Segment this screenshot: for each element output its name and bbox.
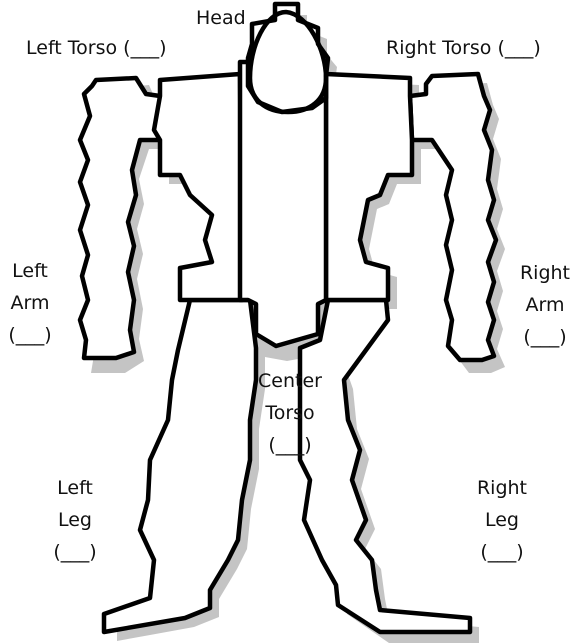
right-arm-slot: (___) bbox=[523, 326, 567, 348]
right-arm-label-line1: Right bbox=[519, 262, 571, 284]
left-arm-slot: (___) bbox=[8, 324, 52, 346]
head-label: Head bbox=[196, 2, 246, 34]
center-torso-label-line1: Center bbox=[258, 370, 322, 392]
right-leg-shape bbox=[297, 297, 473, 635]
center-torso-shape bbox=[237, 59, 329, 349]
left-arm-label-line2: Arm bbox=[10, 292, 50, 314]
center-torso-label: Center Torso (___) bbox=[252, 365, 328, 461]
mech-outline bbox=[77, 1, 499, 635]
right-leg-label: Right Leg (___) bbox=[472, 472, 532, 568]
right-torso-label: Right Torso (___) bbox=[386, 32, 541, 64]
head-shape bbox=[245, 1, 331, 115]
left-leg-slot: (___) bbox=[53, 541, 97, 563]
right-leg-slot: (___) bbox=[480, 541, 524, 563]
left-leg-label: Left Leg (___) bbox=[46, 472, 104, 568]
right-torso-shape bbox=[323, 71, 415, 303]
left-torso-label: Left Torso (___) bbox=[26, 32, 167, 64]
center-torso-label-line2: Torso bbox=[265, 402, 315, 424]
right-leg-label-line2: Leg bbox=[484, 509, 519, 531]
right-arm-shape bbox=[407, 71, 499, 363]
right-arm-label: Right Arm (___) bbox=[516, 257, 574, 353]
head-visor bbox=[247, 9, 329, 115]
right-leg-label-line1: Right bbox=[476, 477, 528, 499]
left-arm-label: Left Arm (___) bbox=[4, 255, 56, 351]
left-arm-label-line1: Left bbox=[12, 260, 48, 282]
left-torso-label-text: Left Torso (___) bbox=[26, 37, 167, 59]
center-torso-slot: (___) bbox=[268, 434, 312, 456]
right-torso-label-text: Right Torso (___) bbox=[386, 37, 541, 59]
right-arm-label-line2: Arm bbox=[525, 294, 565, 316]
head-label-text: Head bbox=[196, 7, 246, 29]
left-arm-shape bbox=[77, 75, 163, 361]
left-leg-label-line2: Leg bbox=[57, 509, 92, 531]
left-leg-label-line1: Left bbox=[57, 477, 93, 499]
left-torso-shape bbox=[151, 71, 245, 303]
left-leg-shape bbox=[101, 297, 259, 635]
